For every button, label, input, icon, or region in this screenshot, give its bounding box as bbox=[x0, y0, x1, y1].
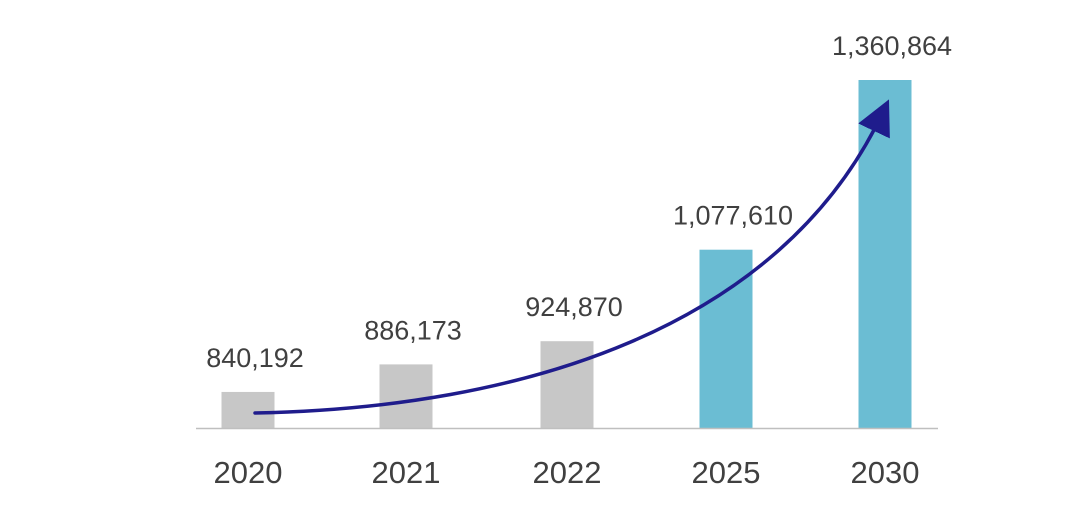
value-label-2025: 1,077,610 bbox=[673, 201, 793, 231]
bars-layer bbox=[221, 80, 912, 428]
bar-2022 bbox=[540, 341, 594, 428]
value-label-2020: 840,192 bbox=[206, 343, 304, 373]
x-tick-label-2022: 2022 bbox=[533, 455, 602, 490]
trend-arrow-icon bbox=[253, 99, 890, 415]
bar-2021 bbox=[379, 364, 433, 428]
bar-2020 bbox=[221, 391, 275, 428]
x-tick-label-2025: 2025 bbox=[692, 455, 761, 490]
value-labels-layer: 840,192 886,173 924,870 1,077,610 1,360,864 bbox=[206, 31, 952, 373]
value-label-2022: 924,870 bbox=[525, 292, 623, 322]
value-label-2030: 1,360,864 bbox=[832, 31, 952, 61]
x-tick-label-2020: 2020 bbox=[214, 455, 283, 490]
x-tick-labels-layer: 2020 2021 2022 2025 2030 bbox=[214, 455, 920, 490]
x-tick-label-2021: 2021 bbox=[372, 455, 441, 490]
x-tick-label-2030: 2030 bbox=[851, 455, 920, 490]
value-label-2021: 886,173 bbox=[364, 315, 462, 345]
bar-2030 bbox=[858, 80, 912, 428]
